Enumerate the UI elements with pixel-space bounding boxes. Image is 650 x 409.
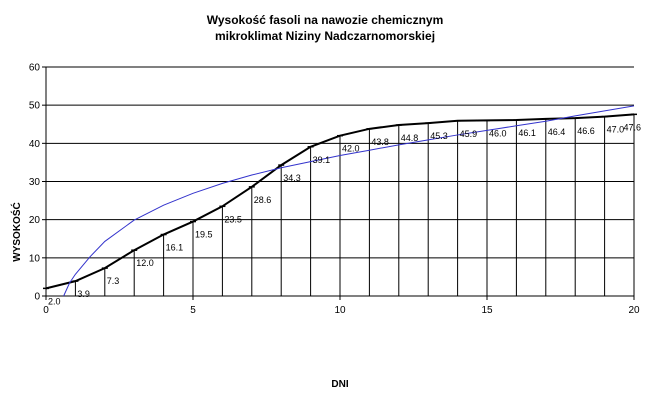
y-tick-label: 0 bbox=[34, 292, 40, 303]
data-labels: 2.0 3.9 7.3 12.0 16.1 19.5 23.5 28.6 34.3 39.1 42.… bbox=[48, 122, 641, 306]
data-label: 12.0 bbox=[136, 258, 154, 268]
data-label: 43.8 bbox=[371, 137, 389, 147]
y-tick-label: 10 bbox=[29, 253, 41, 264]
data-label: 45.3 bbox=[430, 131, 448, 141]
data-label: 42.0 bbox=[342, 144, 360, 154]
trendline bbox=[63, 105, 635, 297]
axes: 0 10 20 30 40 50 60 0 5 10 15 20 bbox=[29, 63, 640, 317]
data-label: 7.3 bbox=[107, 276, 120, 286]
series bbox=[43, 105, 637, 297]
y-tick-label: 50 bbox=[29, 101, 41, 112]
chart-subtitle: mikroklimat Niziny Nadczarnomorskiej bbox=[215, 29, 435, 43]
data-label: 34.3 bbox=[283, 173, 301, 183]
y-tick-label: 60 bbox=[29, 63, 41, 74]
y-tick-label: 20 bbox=[29, 215, 41, 226]
data-label: 23.5 bbox=[224, 214, 242, 224]
data-label: 44.8 bbox=[401, 133, 419, 143]
data-label: 47.0 bbox=[607, 125, 625, 135]
y-tick-label: 30 bbox=[29, 177, 41, 188]
x-tick-label: 15 bbox=[481, 305, 493, 316]
data-label: 39.1 bbox=[313, 155, 331, 165]
data-label: 46.1 bbox=[518, 128, 536, 138]
x-tick-label: 0 bbox=[43, 305, 49, 316]
y-axis-label: WYSOKOŚĆ bbox=[10, 202, 23, 261]
chart-title: Wysokość fasoli na nawozie chemicznym bbox=[207, 13, 444, 27]
y-tick-label: 40 bbox=[29, 139, 41, 150]
data-label: 46.6 bbox=[577, 126, 595, 136]
data-label: 46.0 bbox=[489, 128, 507, 138]
data-label: 45.9 bbox=[460, 129, 478, 139]
data-label: 28.6 bbox=[254, 195, 272, 205]
data-label: 16.1 bbox=[166, 243, 184, 253]
data-label: 2.0 bbox=[48, 296, 61, 306]
x-tick-label: 20 bbox=[628, 305, 640, 316]
data-label: 46.4 bbox=[548, 127, 566, 137]
x-axis-label: DNI bbox=[331, 379, 348, 390]
x-tick-label: 5 bbox=[190, 305, 196, 316]
drop-lines bbox=[45, 114, 635, 296]
x-tick-label: 10 bbox=[334, 305, 346, 316]
data-label: 3.9 bbox=[77, 289, 90, 299]
data-label: 47.6 bbox=[623, 122, 641, 132]
data-label: 19.5 bbox=[195, 230, 213, 240]
